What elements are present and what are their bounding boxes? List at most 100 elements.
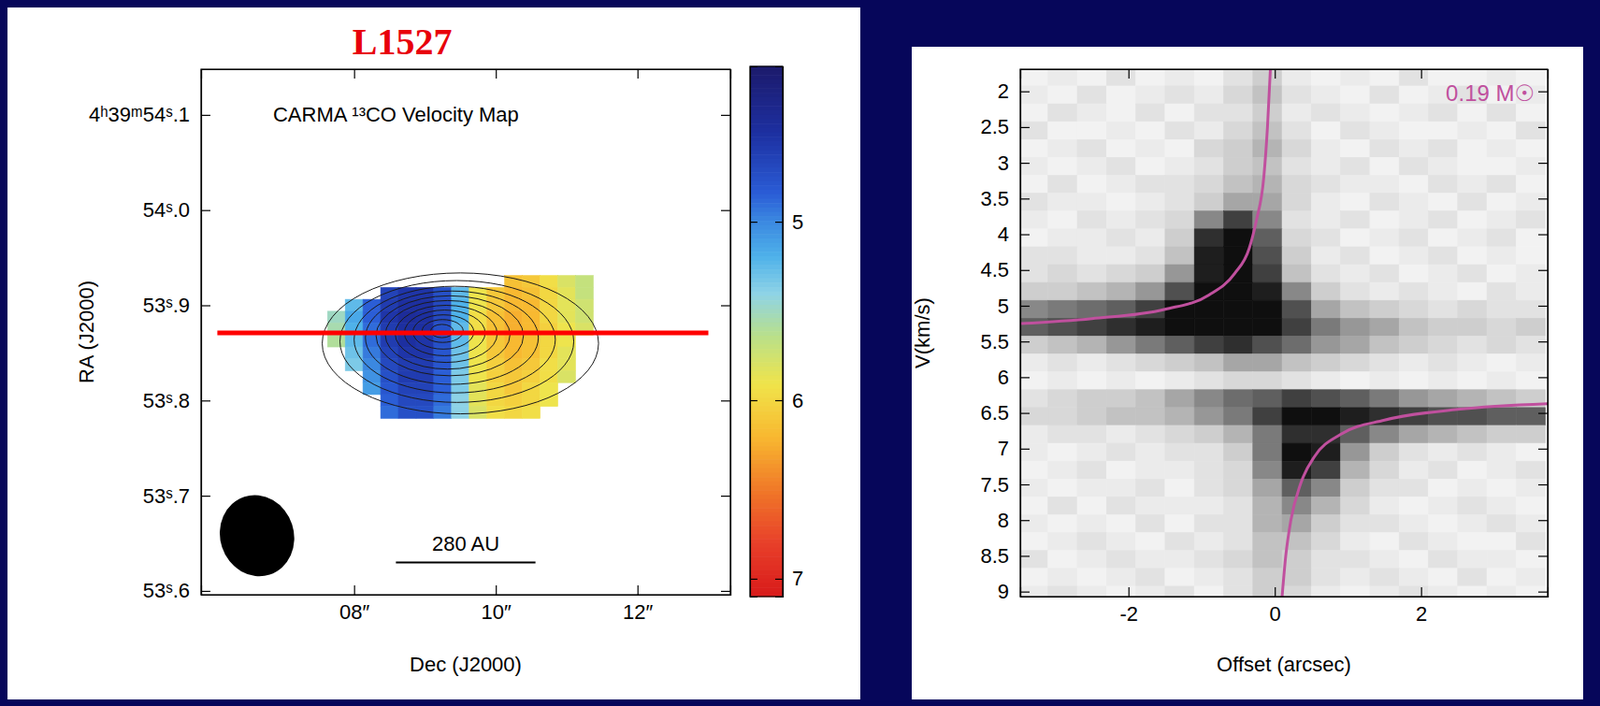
tick: 2 [997, 79, 1030, 103]
cell [1223, 443, 1253, 462]
cell [1020, 229, 1049, 247]
cell [1427, 229, 1457, 247]
cell [1398, 86, 1428, 104]
cell [1369, 568, 1399, 587]
cell [1486, 372, 1516, 390]
cell [1398, 372, 1428, 390]
cell [1048, 264, 1078, 283]
cell [1486, 461, 1516, 479]
cell [1340, 372, 1370, 390]
cell [1077, 496, 1107, 515]
panel-background [7, 7, 861, 700]
cell [1457, 354, 1487, 373]
x-axis-title: Dec (J2000) [409, 652, 522, 677]
cell [1398, 586, 1428, 597]
cell [1136, 282, 1166, 301]
axis-line [1021, 587, 1549, 598]
cell [1369, 389, 1399, 408]
colorbar-swatch [749, 389, 783, 394]
cell [1194, 174, 1224, 193]
cell [1427, 211, 1457, 230]
cell [1020, 586, 1049, 597]
tick-mark [1020, 270, 1030, 272]
cell [1486, 586, 1516, 597]
colorbar-swatch [749, 406, 783, 412]
cell [1136, 354, 1166, 373]
cell [1457, 461, 1487, 479]
tick-mark [720, 115, 731, 116]
cell [1311, 282, 1341, 301]
cell [1077, 103, 1107, 122]
tick-mark [1020, 555, 1030, 557]
cell [1223, 496, 1253, 515]
cell [1194, 533, 1224, 551]
cell [1077, 211, 1107, 230]
cell [1427, 354, 1457, 373]
cell [1311, 193, 1341, 212]
cell [1136, 86, 1166, 104]
cell [1223, 568, 1253, 587]
cell [416, 359, 434, 372]
cell [1020, 139, 1049, 158]
axis-line [750, 67, 759, 598]
colorbar-swatch [749, 176, 783, 182]
cell [1515, 550, 1545, 569]
cell [540, 382, 559, 395]
tick-label: 5 [997, 293, 1010, 318]
cell [1136, 478, 1166, 497]
cell [1340, 139, 1370, 158]
cell [1194, 514, 1224, 533]
tick-mark [1421, 69, 1423, 79]
colorbar-swatch [749, 468, 783, 474]
tick-label: 7 [792, 566, 804, 591]
tick-mark [1538, 162, 1548, 164]
cell [380, 359, 399, 372]
cell [1282, 139, 1312, 158]
cell [1048, 372, 1078, 390]
cell [558, 334, 577, 347]
colorbar-swatch [749, 507, 783, 513]
cell [1077, 568, 1107, 587]
cell [1077, 193, 1107, 212]
cell [1282, 300, 1312, 318]
cell [1369, 496, 1399, 515]
colorbar-swatch [749, 115, 783, 120]
tick-label: 8.5 [980, 544, 1010, 568]
cell [1282, 193, 1312, 212]
cell [1194, 335, 1224, 354]
cell [1020, 550, 1049, 569]
cell [1282, 586, 1312, 597]
cell [1457, 300, 1487, 318]
cell [1223, 157, 1253, 175]
cell [345, 359, 363, 372]
colorbar-swatch [749, 309, 783, 315]
colorbar-swatch [749, 264, 783, 270]
cell [1020, 193, 1049, 212]
tick-label: 7 [997, 436, 1010, 461]
cell [1282, 317, 1312, 336]
colorbar-swatch [749, 304, 783, 310]
cell [1048, 514, 1078, 533]
cell [1165, 478, 1195, 497]
cell [1253, 407, 1283, 426]
cell [1369, 300, 1399, 318]
cell [1369, 121, 1399, 140]
colorbar-swatch [749, 481, 783, 487]
colorbar [749, 66, 783, 598]
cell [1223, 586, 1253, 597]
cell [1311, 461, 1341, 479]
cell [1311, 264, 1341, 283]
cell [1515, 514, 1545, 533]
colorbar-swatch [749, 291, 783, 297]
colorbar-swatch [749, 578, 783, 584]
cell [1165, 282, 1195, 301]
cell [1427, 514, 1457, 533]
cell [1136, 407, 1166, 426]
colorbar-swatch [749, 92, 783, 98]
tick-label: 2.5 [980, 115, 1010, 139]
colorbar-swatch [749, 344, 783, 349]
cell [522, 406, 541, 419]
colorbar-swatch [749, 520, 783, 526]
colorbar-swatch [749, 230, 783, 235]
cell [558, 275, 577, 289]
